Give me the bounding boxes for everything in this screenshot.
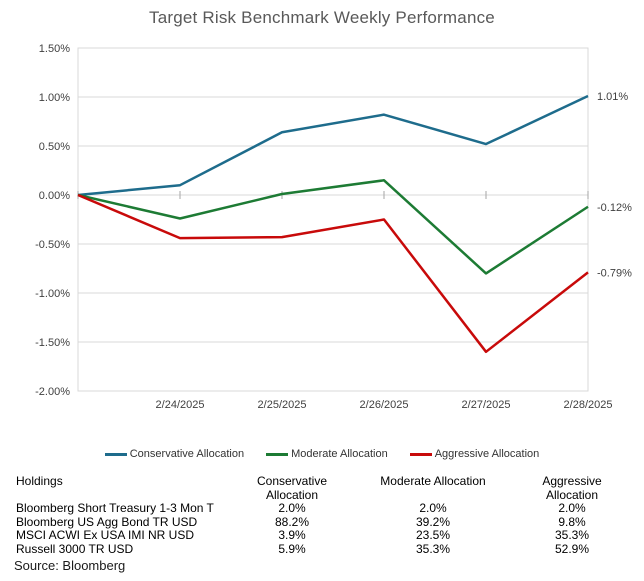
series-line-aggressive-allocation xyxy=(77,193,589,354)
legend-line-swatch xyxy=(409,452,432,456)
holding-value: 52.9% xyxy=(554,541,590,556)
series-end-label-conservative-allocation: 1.01% xyxy=(597,91,628,103)
x-axis-tick-label: 2/25/2025 xyxy=(258,399,307,411)
source-attribution: Source: Bloomberg xyxy=(14,558,126,573)
holding-value: 3.9% xyxy=(278,528,306,542)
legend-label: Conservative Allocation xyxy=(129,448,245,460)
legend-item-moderate: Moderate Allocation xyxy=(266,448,388,460)
y-axis-tick-label: 1.00% xyxy=(39,92,70,104)
holding-value: 88.2% xyxy=(274,514,310,529)
holding-value: 35.3% xyxy=(415,541,451,556)
performance-line-chart: 1.50% 1.00% 0.50% 0.00% -0.50% -1.00% -1.50% -2… xyxy=(35,43,632,411)
holding-name: MSCI ACWI Ex USA IMI NR USD xyxy=(16,528,195,542)
holding-name: Bloomberg Short Treasury 1-3 Mon T xyxy=(16,501,214,515)
series-line-conservative-allocation xyxy=(77,94,589,197)
y-axis-tick-label: 0.00% xyxy=(39,190,70,202)
y-axis-tick-label: 1.50% xyxy=(39,43,70,55)
holding-name: Russell 3000 TR USD xyxy=(16,541,134,556)
holding-value: 2.0% xyxy=(419,501,447,515)
legend-label: Aggressive Allocation xyxy=(434,448,540,460)
x-axis-tick-label: 2/27/2025 xyxy=(462,399,511,411)
table-header-holdings: Holdings xyxy=(16,474,63,488)
holding-value: 2.0% xyxy=(558,501,586,515)
x-axis-tick-label: 2/24/2025 xyxy=(156,399,205,411)
holding-value: 35.3% xyxy=(554,528,590,542)
holding-value: 2.0% xyxy=(278,501,306,515)
legend-label: Moderate Allocation xyxy=(291,448,388,460)
y-axis-tick-label: -2.00% xyxy=(35,386,70,398)
legend-item-aggressive: Aggressive Allocation xyxy=(409,448,540,460)
holding-value: 23.5% xyxy=(415,528,451,542)
y-axis-tick-label: -1.00% xyxy=(35,288,70,300)
series-end-label-moderate-allocation: -0.12% xyxy=(597,202,632,214)
holding-value: 5.9% xyxy=(278,541,306,556)
holding-name: Bloomberg US Agg Bond TR USD xyxy=(16,514,198,529)
holding-value: 9.8% xyxy=(558,514,586,529)
holdings-table: Holdings Conservative Allocation Moderat… xyxy=(16,474,627,556)
series-end-label-aggressive-allocation: -0.79% xyxy=(597,267,632,279)
y-axis-tick-label: -0.50% xyxy=(35,239,70,251)
x-axis-tick-label: 2/28/2025 xyxy=(564,399,613,411)
series-line-moderate-allocation xyxy=(77,179,589,275)
table-header-aggressive: Aggressive Allocation xyxy=(542,474,602,502)
x-axis-tick-label: 2/26/2025 xyxy=(360,399,409,411)
y-axis-tick-label: -1.50% xyxy=(35,337,70,349)
chart-title: Target Risk Benchmark Weekly Performance xyxy=(149,8,495,27)
table-header-moderate: Moderate Allocation xyxy=(380,474,486,488)
legend-line-swatch xyxy=(266,452,289,456)
chart-legend: Conservative Allocation Moderate Allocat… xyxy=(0,446,644,462)
plot-border xyxy=(77,47,589,392)
table-header-conservative: Conservative Allocation xyxy=(256,474,328,502)
legend-item-conservative: Conservative Allocation xyxy=(104,448,245,460)
y-axis-tick-label: 0.50% xyxy=(39,141,70,153)
holding-value: 39.2% xyxy=(415,514,451,529)
legend-line-swatch xyxy=(104,452,127,456)
